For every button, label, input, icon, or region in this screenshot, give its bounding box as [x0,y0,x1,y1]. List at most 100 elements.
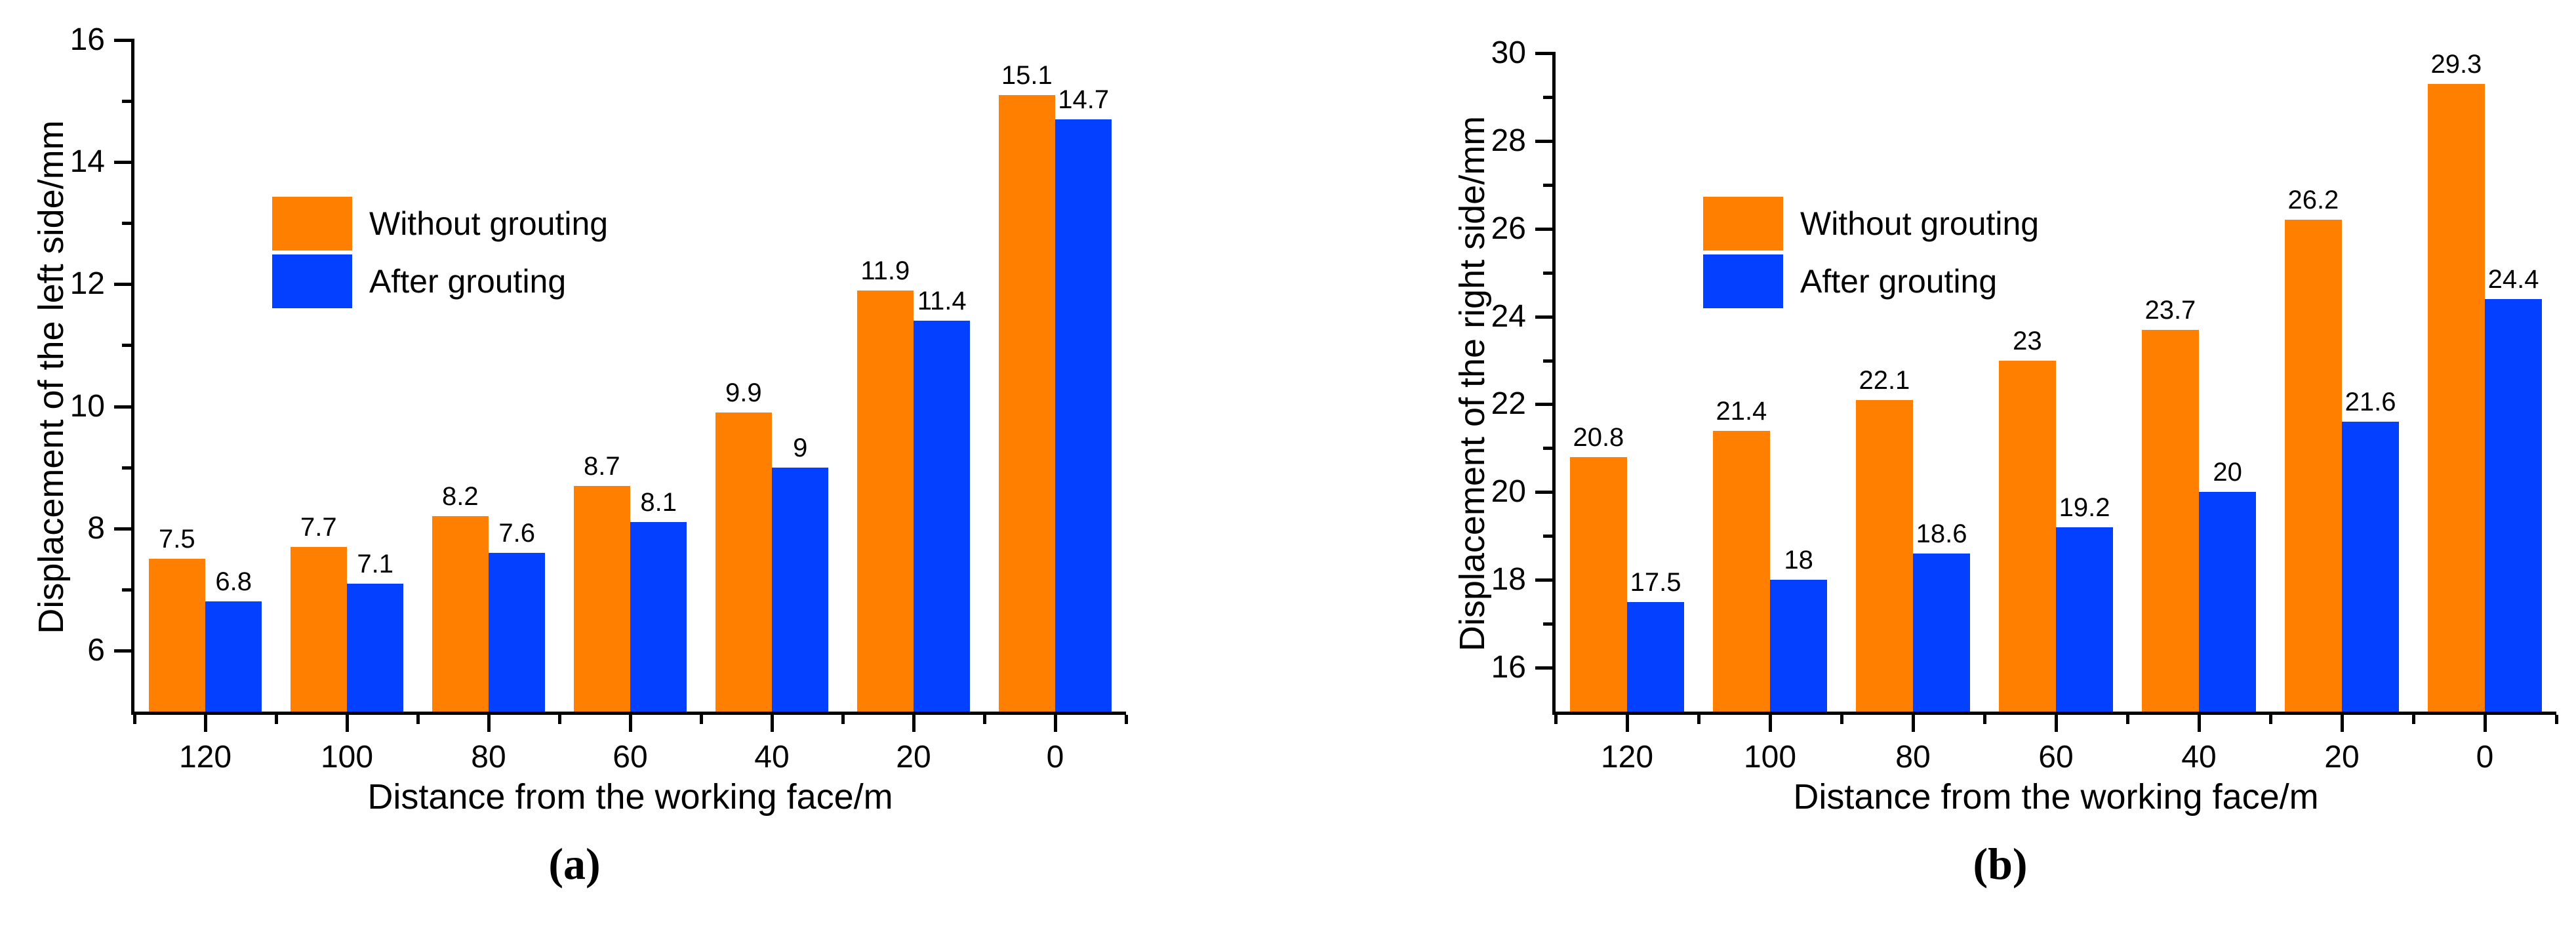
legend-swatch-after-grouting [1703,254,1783,308]
bar-without-grouting-20 [2284,220,2342,712]
bar-value-label: 9.9 [725,378,762,407]
y-tick-label: 10 [70,388,105,424]
x-minor-tick [841,715,845,724]
x-major-tick [1769,715,1772,732]
bar-after-grouting-120 [205,601,262,712]
y-axis [131,39,134,715]
y-major-tick [1535,403,1552,407]
bar-value-label: 17.5 [1630,567,1681,597]
x-minor-tick [700,715,703,724]
bar-value-label: 8.7 [583,451,620,481]
x-minor-tick [2412,715,2415,724]
bar-value-label: 23 [2013,326,2042,355]
y-major-tick [114,161,131,165]
bar-value-label: 11.9 [860,256,910,285]
bar-after-grouting-20 [914,321,971,712]
x-minor-tick [1554,715,1558,724]
y-minor-tick [122,222,131,226]
y-axis [1552,52,1556,715]
legend-swatch-without-grouting [272,197,352,251]
bar-value-label: 8.1 [640,488,677,517]
bar-value-label: 19.2 [2059,493,2110,522]
bar-value-label: 9 [793,433,808,462]
bar-after-grouting-40 [772,467,829,712]
y-tick-label: 24 [1491,298,1526,334]
x-major-tick [346,715,349,732]
x-minor-tick [133,715,136,724]
bar-value-label: 14.7 [1058,85,1110,115]
y-minor-tick [122,588,131,592]
x-minor-tick [2555,715,2558,724]
bar-value-label: 7.7 [300,512,337,542]
y-minor-tick [122,344,131,348]
bar-after-grouting-100 [347,583,404,712]
bar-after-grouting-60 [630,522,687,712]
x-minor-tick [2269,715,2272,724]
x-major-tick [204,715,207,732]
bar-value-label: 29.3 [2430,49,2482,79]
x-tick-label: 40 [2181,740,2217,775]
y-minor-tick [1543,447,1552,451]
y-tick-label: 14 [70,144,105,180]
legend-panel-a: Without grouting After grouting [272,197,608,308]
bar-without-grouting-40 [715,412,772,712]
bar-value-label: 11.4 [917,287,967,316]
y-tick-label: 18 [1491,562,1526,597]
bar-without-grouting-120 [1569,456,1627,712]
y-tick-label: 6 [87,632,105,668]
bar-after-grouting-0 [2485,298,2543,712]
y-minor-tick [1543,359,1552,363]
bar-value-label: 15.1 [1001,60,1053,90]
bar-without-grouting-100 [1712,430,1770,712]
x-minor-tick [983,715,986,724]
x-tick-label: 120 [178,740,232,775]
legend-label-after-grouting: After grouting [369,263,567,300]
x-major-tick [629,715,632,732]
x-minor-tick [1983,715,1986,724]
bar-value-label: 22.1 [1859,365,1910,395]
y-major-tick [1535,491,1552,494]
y-tick-label: 16 [1491,650,1526,685]
x-major-tick [912,715,916,732]
bar-value-label: 6.8 [215,567,252,597]
bar-value-label: 24.4 [2487,264,2539,294]
bar-value-label: 7.6 [498,518,535,548]
y-minor-tick [1543,535,1552,538]
x-major-tick [1054,715,1057,732]
y-major-tick [114,527,131,531]
x-major-tick [2198,715,2201,732]
legend-item-without-grouting: Without grouting [272,197,608,251]
y-major-tick [1535,227,1552,231]
bar-value-label: 8.2 [441,482,479,512]
x-tick-label: 40 [754,740,790,775]
y-tick-label: 26 [1491,211,1526,246]
legend-label-without-grouting: Without grouting [1800,205,2040,242]
x-minor-tick [1840,715,1843,724]
legend-item-after-grouting: After grouting [272,254,608,308]
x-axis [1552,712,2556,715]
x-major-tick [1626,715,1629,732]
x-minor-tick [1697,715,1701,724]
bar-value-label: 21.6 [2345,388,2396,417]
bar-after-grouting-20 [2342,422,2400,712]
y-major-tick [1535,315,1552,319]
legend-label-after-grouting: After grouting [1800,263,1998,300]
bar-without-grouting-60 [1998,360,2056,712]
bar-without-grouting-60 [573,485,630,712]
y-major-tick [1535,578,1552,582]
y-major-tick [114,649,131,653]
bar-without-grouting-80 [1855,399,1913,712]
bar-without-grouting-100 [290,546,347,712]
bar-value-label: 20.8 [1573,422,1624,452]
x-minor-tick [275,715,278,724]
legend-panel-b: Without grouting After grouting [1703,197,2039,308]
y-tick-label: 22 [1491,386,1526,422]
y-axis-title-left-panel: Displacement of the left side/mm [31,120,71,634]
bar-value-label: 7.5 [158,525,195,554]
x-tick-label: 100 [1743,740,1797,775]
x-major-tick [487,715,491,732]
bar-value-label: 21.4 [1716,396,1767,426]
legend-item-without-grouting: Without grouting [1703,197,2039,251]
x-minor-tick [558,715,561,724]
